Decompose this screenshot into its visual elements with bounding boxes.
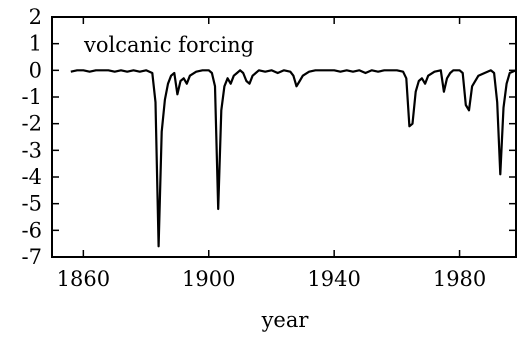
y-tick-label: 0 — [29, 58, 42, 82]
y-tick-label: -4 — [22, 165, 42, 189]
x-tick-label: 1900 — [182, 267, 235, 291]
y-tick-label: 2 — [29, 5, 42, 29]
series-line — [70, 69, 517, 248]
x-axis-title: year — [261, 308, 310, 332]
x-tick-label: 1860 — [57, 267, 110, 291]
y-tick-label: -5 — [22, 192, 42, 216]
y-tick-label: -6 — [22, 218, 42, 242]
annotation-label: volcanic forcing — [83, 33, 254, 57]
y-ticks: 2 10 -1 -2-3 -4 -5-6 -7 — [22, 5, 516, 269]
series-group — [70, 69, 517, 248]
y-tick-label: -3 — [22, 138, 42, 162]
x-tick-label: 1940 — [307, 267, 360, 291]
x-ticks: 1860 1900 1940 1980 — [57, 17, 486, 291]
y-tick-label: -7 — [22, 245, 42, 269]
y-tick-label: 1 — [29, 32, 42, 56]
y-tick-label: -1 — [22, 85, 42, 109]
x-tick-label: 1980 — [433, 267, 486, 291]
plot-frame — [51, 16, 517, 258]
y-tick-label: -2 — [22, 112, 42, 136]
